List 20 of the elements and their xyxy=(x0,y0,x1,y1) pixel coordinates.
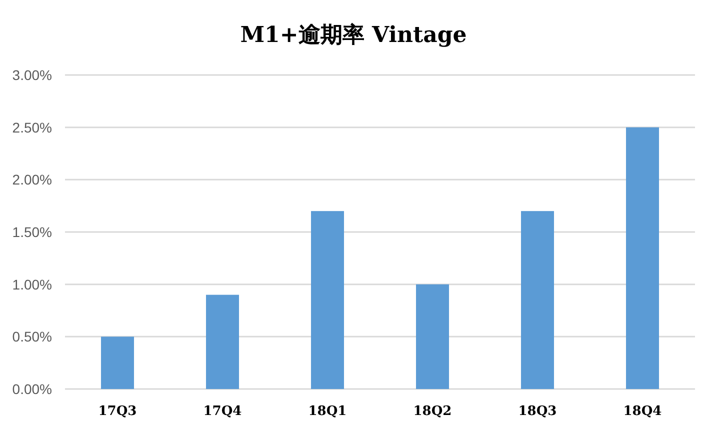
bar xyxy=(416,284,449,389)
bar xyxy=(101,336,134,389)
x-tick-label: 17Q4 xyxy=(203,404,242,419)
chart-title: M1+逾期率 Vintage xyxy=(240,22,467,48)
y-tick-label: 0.00% xyxy=(12,381,52,397)
y-tick-label: 2.50% xyxy=(12,119,52,136)
x-tick-label: 18Q4 xyxy=(623,404,662,419)
bar xyxy=(311,211,344,389)
bar xyxy=(206,294,239,389)
bar xyxy=(626,127,659,389)
y-tick-label: 3.00% xyxy=(12,67,52,83)
y-tick-label: 0.50% xyxy=(12,328,52,345)
x-tick-label: 18Q3 xyxy=(518,404,557,419)
x-tick-label: 18Q1 xyxy=(308,404,347,419)
x-tick-label: 18Q2 xyxy=(413,404,452,419)
y-tick-label: 1.00% xyxy=(12,276,52,292)
x-tick-label: 17Q3 xyxy=(98,404,137,419)
y-tick-label: 1.50% xyxy=(12,224,52,240)
bar xyxy=(521,211,554,389)
y-tick-label: 2.00% xyxy=(12,172,52,188)
